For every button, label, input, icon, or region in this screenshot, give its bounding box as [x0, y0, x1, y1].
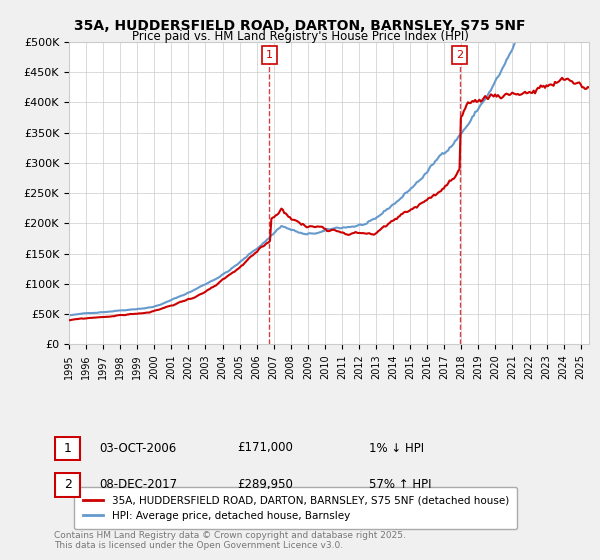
Text: 08-DEC-2017: 08-DEC-2017	[99, 478, 177, 491]
Text: Price paid vs. HM Land Registry's House Price Index (HPI): Price paid vs. HM Land Registry's House …	[131, 30, 469, 43]
Text: 57% ↑ HPI: 57% ↑ HPI	[369, 478, 431, 491]
Text: Contains HM Land Registry data © Crown copyright and database right 2025.
This d: Contains HM Land Registry data © Crown c…	[54, 530, 406, 550]
Text: 2: 2	[457, 50, 463, 60]
FancyBboxPatch shape	[55, 437, 80, 460]
Text: 1% ↓ HPI: 1% ↓ HPI	[369, 441, 424, 455]
Text: £289,950: £289,950	[237, 478, 293, 491]
Text: 03-OCT-2006: 03-OCT-2006	[99, 441, 176, 455]
Text: £171,000: £171,000	[237, 441, 293, 455]
FancyBboxPatch shape	[55, 473, 80, 497]
Text: 1: 1	[64, 442, 72, 455]
Legend: 35A, HUDDERSFIELD ROAD, DARTON, BARNSLEY, S75 5NF (detached house), HPI: Average: 35A, HUDDERSFIELD ROAD, DARTON, BARNSLEY…	[74, 487, 517, 529]
Text: 1: 1	[266, 50, 273, 60]
Text: 35A, HUDDERSFIELD ROAD, DARTON, BARNSLEY, S75 5NF: 35A, HUDDERSFIELD ROAD, DARTON, BARNSLEY…	[74, 19, 526, 33]
Text: 2: 2	[64, 478, 72, 492]
